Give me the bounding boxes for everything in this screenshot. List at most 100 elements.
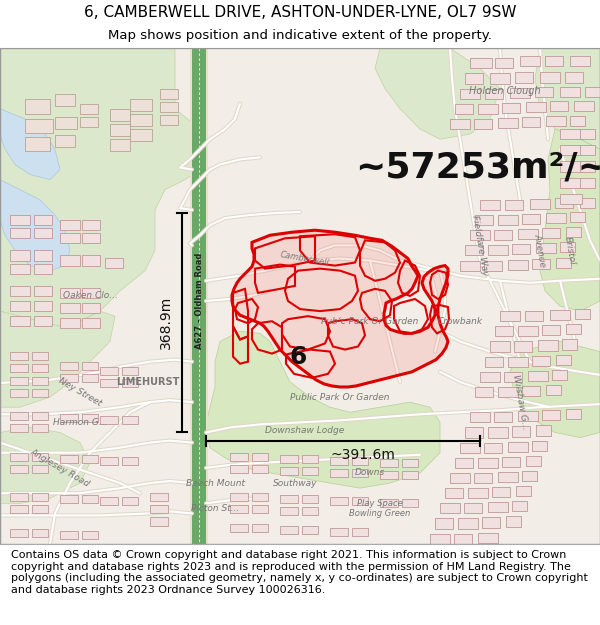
Bar [32, 364, 48, 372]
Bar [494, 412, 512, 422]
Text: Pub‘c Park Or Garden: Pub‘c Park Or Garden [322, 317, 419, 326]
Bar [32, 389, 48, 397]
Text: 6: 6 [289, 344, 307, 369]
Bar [508, 259, 528, 269]
Bar [508, 442, 528, 452]
Bar [10, 529, 28, 537]
Bar [330, 457, 348, 465]
Bar [25, 137, 50, 151]
Bar [488, 246, 508, 256]
Bar [562, 339, 577, 349]
Polygon shape [510, 341, 600, 437]
Bar [100, 457, 118, 465]
Bar [454, 534, 472, 544]
Bar [508, 357, 528, 367]
Text: LIMEHURST: LIMEHURST [116, 377, 179, 387]
Bar [540, 72, 560, 82]
Bar [488, 503, 508, 512]
Bar [100, 416, 118, 424]
Bar [465, 73, 483, 84]
Bar [506, 516, 521, 526]
Bar [498, 472, 518, 482]
Bar [465, 246, 483, 256]
Bar [82, 374, 98, 382]
Bar [440, 503, 460, 513]
Bar [570, 212, 585, 222]
Bar [518, 229, 538, 239]
Bar [512, 244, 530, 254]
Bar [520, 56, 540, 66]
Bar [252, 452, 268, 461]
Bar [330, 528, 348, 536]
Text: Southway: Southway [273, 479, 317, 488]
Bar [60, 288, 80, 298]
Text: Crowbank: Crowbank [437, 317, 482, 326]
Text: Downshaw Lodge: Downshaw Lodge [265, 426, 344, 435]
Bar [460, 261, 480, 271]
Bar [280, 526, 298, 534]
Polygon shape [0, 311, 115, 408]
Text: Camberwell: Camberwell [280, 250, 331, 268]
Bar [252, 524, 268, 532]
Bar [500, 311, 520, 321]
Bar [565, 72, 583, 82]
Bar [574, 101, 594, 111]
Bar [230, 465, 248, 473]
Bar [10, 506, 28, 513]
Bar [504, 372, 522, 382]
Bar [380, 499, 398, 508]
Bar [252, 506, 268, 513]
Bar [484, 261, 502, 271]
Bar [538, 341, 558, 351]
Bar [530, 199, 550, 209]
Bar [32, 493, 48, 501]
Bar [82, 531, 98, 539]
Bar [192, 48, 206, 544]
Bar [542, 410, 560, 421]
Bar [10, 424, 28, 432]
Bar [122, 416, 138, 424]
Bar [580, 129, 595, 139]
Bar [430, 534, 450, 544]
Bar [130, 114, 152, 126]
Bar [100, 498, 118, 506]
Bar [302, 526, 318, 534]
Bar [122, 367, 138, 375]
Bar [502, 102, 520, 113]
Bar [10, 412, 28, 421]
Bar [490, 341, 510, 352]
Bar [546, 116, 566, 126]
Bar [560, 161, 582, 171]
Bar [34, 316, 52, 326]
Polygon shape [232, 230, 448, 387]
Text: Downs: Downs [355, 469, 385, 478]
Bar [10, 389, 28, 397]
Bar [122, 379, 138, 387]
Bar [535, 86, 553, 97]
Bar [402, 459, 418, 467]
Bar [536, 243, 556, 254]
Text: Anglesey Road: Anglesey Road [29, 448, 91, 489]
Text: Play Space
Bowling Green: Play Space Bowling Green [349, 499, 410, 518]
Bar [512, 501, 527, 511]
Bar [470, 412, 490, 422]
Bar [32, 529, 48, 537]
Bar [10, 228, 30, 238]
Bar [280, 495, 298, 503]
Text: 6, CAMBERWELL DRIVE, ASHTON-UNDER-LYNE, OL7 9SW: 6, CAMBERWELL DRIVE, ASHTON-UNDER-LYNE, … [84, 5, 516, 20]
Bar [580, 198, 595, 208]
Bar [34, 286, 52, 296]
Bar [330, 469, 348, 477]
Bar [570, 56, 590, 66]
Bar [450, 473, 470, 483]
Bar [302, 455, 318, 463]
Bar [25, 99, 50, 114]
Bar [532, 441, 547, 451]
Bar [566, 409, 581, 419]
Bar [110, 139, 130, 151]
Text: Avenue: Avenue [533, 233, 547, 268]
Polygon shape [540, 129, 600, 311]
Bar [160, 115, 178, 125]
Bar [445, 488, 463, 498]
Bar [10, 493, 28, 501]
